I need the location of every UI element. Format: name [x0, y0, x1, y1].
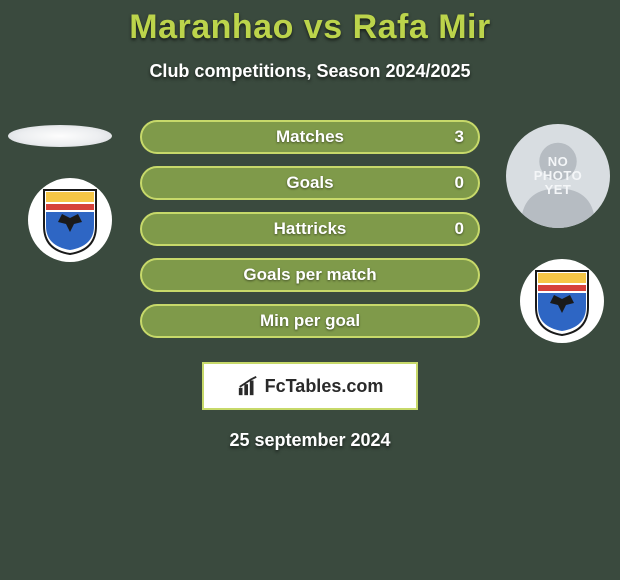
- stat-label: Min per goal: [260, 311, 360, 331]
- valencia-badge-icon: [40, 184, 100, 256]
- stat-row-hattricks: Hattricks 0: [140, 212, 480, 246]
- stat-label: Goals: [286, 173, 333, 193]
- stat-row-goals: Goals 0: [140, 166, 480, 200]
- brand-label: FcTables.com: [265, 376, 384, 397]
- stat-row-min-per-goal: Min per goal: [140, 304, 480, 338]
- subtitle: Club competitions, Season 2024/2025: [149, 61, 470, 82]
- stat-right-value: 0: [455, 219, 464, 239]
- valencia-badge-icon: [532, 265, 592, 337]
- player-avatar-left: [8, 125, 112, 147]
- page-title: Maranhao vs Rafa Mir: [129, 8, 490, 47]
- club-badge-right: [520, 259, 604, 343]
- stat-right-value: 0: [455, 173, 464, 193]
- club-badge-left: [28, 178, 112, 262]
- stat-row-matches: Matches 3: [140, 120, 480, 154]
- brand-box[interactable]: FcTables.com: [202, 362, 418, 410]
- stat-label: Goals per match: [243, 265, 376, 285]
- stat-right-value: 3: [455, 127, 464, 147]
- stat-label: Matches: [276, 127, 344, 147]
- stat-row-goals-per-match: Goals per match: [140, 258, 480, 292]
- date-label: 25 september 2024: [229, 430, 390, 451]
- stat-rows: Matches 3 Goals 0 Hattricks 0 Goals per …: [140, 120, 480, 338]
- player-avatar-right: NOPHOTOYET: [506, 124, 610, 228]
- bar-chart-icon: [237, 375, 259, 397]
- no-photo-label: NOPHOTOYET: [534, 155, 583, 198]
- stat-label: Hattricks: [274, 219, 347, 239]
